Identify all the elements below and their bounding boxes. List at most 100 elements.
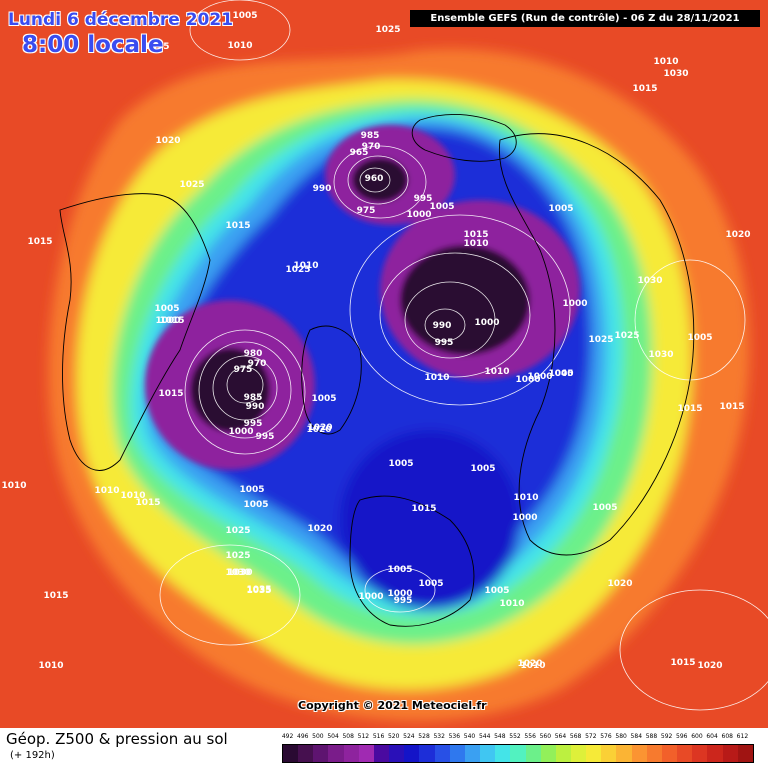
color-scale-swatch xyxy=(328,745,344,762)
color-scale-swatch xyxy=(616,745,632,762)
color-scale-swatch xyxy=(404,745,420,762)
pressure-label: 1025 xyxy=(225,526,250,536)
pressure-label: 1020 xyxy=(155,136,180,146)
color-scale-label: 544 xyxy=(478,733,491,740)
color-scale-label: 580 xyxy=(615,733,627,740)
pressure-label: 1000 xyxy=(515,375,540,385)
pressure-label: 1015 xyxy=(463,230,488,240)
color-scale-swatch xyxy=(737,745,753,762)
isobar xyxy=(189,0,291,61)
siberia-outline xyxy=(411,114,517,162)
deep-blue-core xyxy=(340,430,520,610)
color-scale-label: 516 xyxy=(372,733,385,740)
isobar xyxy=(347,155,409,205)
legend-panel: Géop. Z500 & pression au sol (+ 192h) 49… xyxy=(0,728,768,768)
pressure-label: 1010 xyxy=(484,367,509,377)
color-scale-label: 552 xyxy=(509,733,521,740)
color-scale-label: 496 xyxy=(297,733,309,740)
pressure-label: 1025 xyxy=(614,331,639,341)
pressure-label: 980 xyxy=(244,349,263,359)
pressure-label: 1005 xyxy=(154,304,179,314)
color-scale-swatch xyxy=(692,745,708,762)
color-scale-swatch xyxy=(298,745,314,762)
color-scale-swatch xyxy=(601,745,617,762)
color-scale-swatch xyxy=(495,745,511,762)
color-scale-swatch xyxy=(464,745,481,762)
asia-outline xyxy=(498,133,695,556)
color-scale-swatch xyxy=(419,745,435,762)
pressure-label: 1015 xyxy=(158,389,183,399)
color-scale-label: 524 xyxy=(403,733,415,740)
pressure-label: 975 xyxy=(234,365,253,375)
color-scale-swatch xyxy=(389,745,405,762)
pressure-label: 1010 xyxy=(463,239,488,249)
color-scale-label: 572 xyxy=(585,733,597,740)
color-scale-swatch xyxy=(510,745,526,762)
pressure-map: 1005101010151025102010251015101510251010… xyxy=(0,0,768,728)
pressure-label: 1030 xyxy=(225,568,250,578)
color-scale-label: 548 xyxy=(494,733,506,740)
isobars xyxy=(159,0,768,711)
isobar xyxy=(359,167,391,193)
color-scale-label: 556 xyxy=(524,733,536,740)
color-scale-swatch xyxy=(677,745,693,762)
pressure-label: 1000 xyxy=(387,589,412,599)
pressure-label: 1010 xyxy=(38,661,63,671)
pressure-label: 1025 xyxy=(375,25,400,35)
color-scale-label: 568 xyxy=(569,733,582,740)
pressure-label: 1030 xyxy=(663,69,688,79)
color-scale-label: 584 xyxy=(630,733,643,740)
color-scale-label: 596 xyxy=(676,733,688,740)
color-scale-label: 528 xyxy=(418,733,430,740)
pressure-label: 1005 xyxy=(548,204,573,214)
color-scale-swatch xyxy=(480,745,496,762)
pressure-label: 1015 xyxy=(670,658,695,668)
color-scale-swatch xyxy=(722,745,738,762)
pressure-label: 1025 xyxy=(179,180,204,190)
pressure-label: 1015 xyxy=(135,498,160,508)
greenland-outline xyxy=(301,325,362,435)
legend-title: Géop. Z500 & pression au sol xyxy=(6,730,228,748)
model-run-info: Ensemble GEFS (Run de contrôle) - 06 Z d… xyxy=(410,10,760,27)
pressure-label: 1020 xyxy=(306,425,331,435)
pressure-label: 985 xyxy=(244,393,263,403)
pressure-label: 1040 xyxy=(548,369,573,379)
pressure-label: 985 xyxy=(361,131,380,141)
color-scale-label: 500 xyxy=(312,733,324,740)
pressure-label: 1005 xyxy=(484,586,509,596)
land-outlines xyxy=(59,114,695,627)
color-scale-swatch xyxy=(631,745,647,762)
color-scale-label: 592 xyxy=(660,733,673,740)
pressure-label: 1005 xyxy=(232,11,257,21)
color-scale-label: 600 xyxy=(691,733,703,740)
pressure-label: 1025 xyxy=(588,335,613,345)
pressure-label: 990 xyxy=(246,402,265,412)
color-scale-label: 540 xyxy=(463,733,476,740)
low-pressure-systems xyxy=(145,125,580,470)
color-scale-swatch xyxy=(283,745,299,762)
pressure-label: 965 xyxy=(350,148,369,158)
color-scale-label: 508 xyxy=(342,733,354,740)
color-scale-labels: 492 496 500 504 508 512 516 520 524 528 532 536 540 5… xyxy=(280,733,750,743)
pressure-label: 960 xyxy=(365,174,384,184)
pressure-label: 995 xyxy=(435,338,454,348)
pressure-label: 1000 xyxy=(406,210,431,220)
pressure-label: 1010 xyxy=(520,661,545,671)
pressure-label: 1005 xyxy=(239,485,264,495)
pressure-label: 1015 xyxy=(144,42,169,52)
pressure-label: 1000 xyxy=(228,427,253,437)
copyright-notice: Copyright © 2021 Meteociel.fr xyxy=(298,699,487,712)
color-scale-label: 612 xyxy=(736,733,749,740)
pressure-label: 995 xyxy=(244,419,263,429)
isobar xyxy=(212,355,278,421)
pressure-label: 1005 xyxy=(429,202,454,212)
pressure-label: 1020 xyxy=(517,659,542,669)
isobar xyxy=(619,589,768,711)
pressure-label: 1005 xyxy=(418,579,443,589)
color-scale-swatch xyxy=(373,745,390,762)
color-scale-swatch xyxy=(343,745,359,762)
color-scale-swatch xyxy=(707,745,723,762)
pressure-label: 1020 xyxy=(607,579,632,589)
isobar xyxy=(198,341,292,439)
